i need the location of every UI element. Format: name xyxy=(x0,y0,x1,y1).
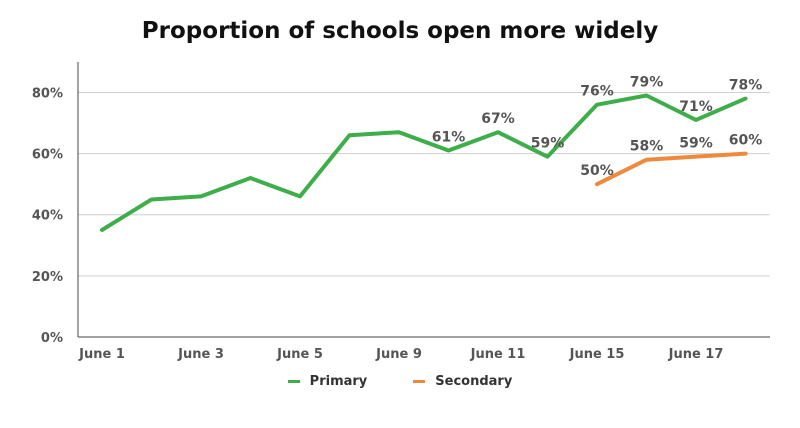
data-point-secondary xyxy=(694,155,698,159)
series-line-primary xyxy=(100,93,748,233)
data-point-primary xyxy=(694,118,698,122)
data-point-primary xyxy=(447,149,450,153)
legend-label-primary: Primary xyxy=(309,374,368,389)
series-line-secondary xyxy=(595,151,748,187)
data-point-primary xyxy=(298,194,302,198)
data-label-secondary: 60% xyxy=(729,133,763,149)
data-point-primary xyxy=(744,97,747,101)
data-point-primary xyxy=(199,194,203,198)
data-label-primary: 71% xyxy=(679,99,713,115)
legend-item-primary: Primary xyxy=(287,374,368,389)
legend-swatch-secondary xyxy=(413,380,426,383)
data-point-secondary xyxy=(645,158,648,162)
x-tick-label: June 1 xyxy=(78,347,125,362)
data-label-primary: 76% xyxy=(580,84,614,100)
x-tick-label: June 5 xyxy=(276,347,323,362)
data-label-primary: 78% xyxy=(729,78,763,94)
chart-title: Proportion of schools open more widely xyxy=(141,18,659,44)
y-tick-label: 80% xyxy=(32,86,63,101)
y-tick-label: 60% xyxy=(32,148,63,163)
x-tick-label: June 15 xyxy=(569,347,625,362)
data-point-primary xyxy=(397,130,401,134)
data-point-primary xyxy=(100,228,104,232)
data-label-primary: 67% xyxy=(481,111,515,127)
data-point-primary xyxy=(150,197,153,201)
data-label-primary: 59% xyxy=(531,136,565,152)
y-tick-label: 20% xyxy=(32,270,63,285)
data-point-primary xyxy=(546,155,549,159)
data-point-secondary xyxy=(744,152,747,156)
legend-swatch-primary xyxy=(287,380,300,383)
data-point-secondary xyxy=(595,182,599,186)
data-point-primary xyxy=(496,130,500,134)
data-point-primary xyxy=(249,176,252,180)
x-tick-label: June 9 xyxy=(375,347,422,362)
x-tick-label: June 17 xyxy=(668,347,724,362)
legend-label-secondary: Secondary xyxy=(435,374,513,389)
y-tick-label: 0% xyxy=(41,331,63,346)
data-point-primary xyxy=(348,133,351,137)
data-label-secondary: 50% xyxy=(580,163,614,179)
data-label-secondary: 59% xyxy=(679,136,713,152)
data-point-primary xyxy=(595,103,599,107)
x-tick-label: June 11 xyxy=(470,347,526,362)
data-label-primary: 79% xyxy=(630,75,664,91)
x-tick-label: June 3 xyxy=(177,347,224,362)
data-point-primary xyxy=(645,94,648,98)
legend: Primary Secondary xyxy=(0,374,800,389)
legend-item-secondary: Secondary xyxy=(413,374,512,389)
data-label-secondary: 58% xyxy=(630,139,664,155)
y-tick-label: 40% xyxy=(32,209,63,224)
data-label-primary: 61% xyxy=(432,130,466,146)
